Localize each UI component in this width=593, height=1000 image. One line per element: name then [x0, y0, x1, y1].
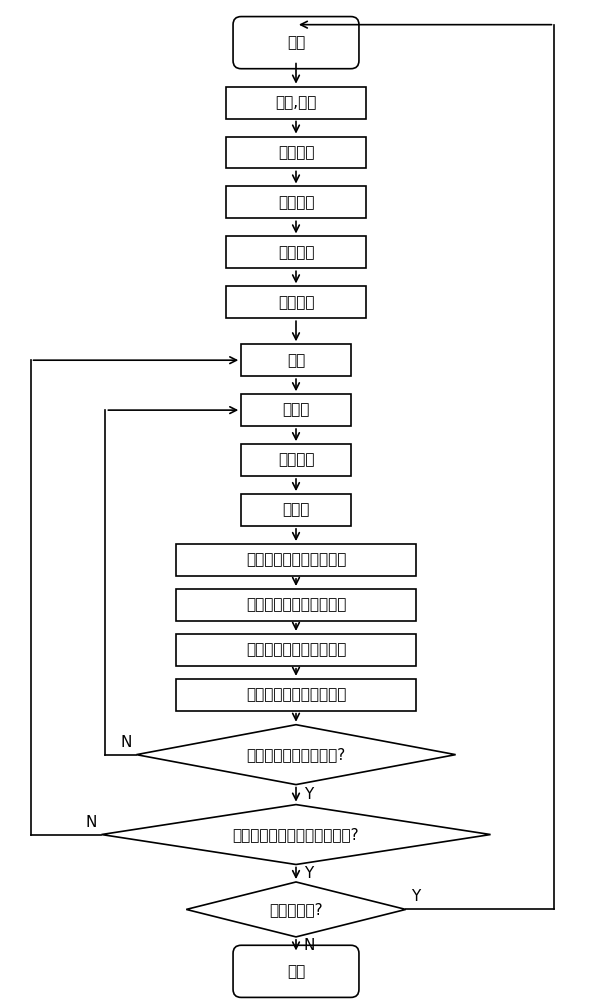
Bar [176, 589, 416, 621]
Bar [241, 344, 351, 376]
Text: 警告上限占额定値的比例: 警告上限占额定値的比例 [246, 552, 346, 567]
Text: 该稳态所有截面都输入完了吗?: 该稳态所有截面都输入完了吗? [232, 827, 359, 842]
Text: 截面: 截面 [287, 353, 305, 368]
Bar [241, 394, 351, 426]
Text: 该截面参数输入完了吗?: 该截面参数输入完了吗? [246, 747, 346, 762]
Bar [241, 444, 351, 476]
FancyBboxPatch shape [233, 17, 359, 69]
Polygon shape [186, 882, 406, 937]
Text: N: N [120, 735, 132, 750]
Text: 环境压力: 环境压力 [278, 295, 314, 310]
Bar [241, 494, 351, 526]
Text: 参数名称: 参数名称 [278, 453, 314, 468]
Bar [226, 186, 366, 218]
Text: 警告下限占额定値的比例: 警告下限占额定値的比例 [246, 597, 346, 612]
Bar [226, 87, 366, 119]
Text: 故障下限占额定値的比例: 故障下限占额定値的比例 [246, 687, 346, 702]
Bar [226, 286, 366, 318]
Text: 表号,备注: 表号,备注 [275, 95, 317, 110]
Text: 参数号: 参数号 [282, 403, 310, 418]
Text: 结束: 结束 [287, 964, 305, 979]
Text: N: N [85, 815, 97, 830]
FancyBboxPatch shape [233, 945, 359, 997]
Text: 进气温度: 进气温度 [278, 195, 314, 210]
Bar [226, 137, 366, 168]
Text: 额定値: 额定値 [282, 502, 310, 517]
Text: Y: Y [304, 787, 313, 802]
Text: 故障上限占额定値的比例: 故障上限占额定値的比例 [246, 642, 346, 657]
Text: Y: Y [304, 866, 313, 881]
Text: Y: Y [411, 889, 420, 904]
Text: 继续输入吗?: 继续输入吗? [269, 902, 323, 917]
Polygon shape [136, 725, 455, 785]
Text: 开始: 开始 [287, 35, 305, 50]
Bar [176, 634, 416, 666]
Bar [176, 679, 416, 711]
Text: 相对转速: 相对转速 [278, 145, 314, 160]
Bar [226, 236, 366, 268]
Text: N: N [304, 938, 315, 953]
Text: 进气压力: 进气压力 [278, 245, 314, 260]
Bar [176, 544, 416, 576]
Polygon shape [101, 805, 490, 864]
